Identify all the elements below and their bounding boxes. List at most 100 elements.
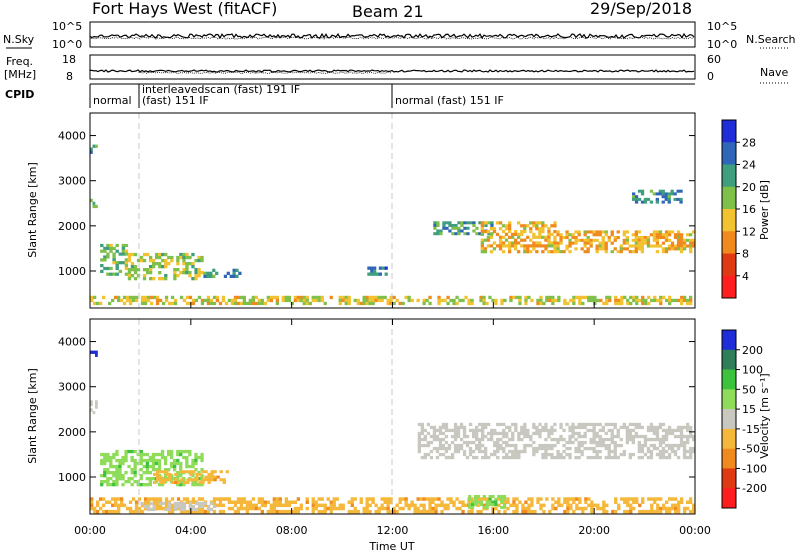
- heatmap-cell: [210, 501, 214, 506]
- heatmap-cell: [667, 425, 672, 430]
- heatmap-cell: [167, 507, 171, 512]
- noise-trace: [89, 32, 695, 40]
- heatmap-cell: [468, 422, 473, 427]
- heatmap-cell: [248, 506, 252, 511]
- heatmap-cell: [496, 431, 500, 436]
- heatmap-cell: [472, 224, 476, 227]
- heatmap-cell: [188, 452, 192, 457]
- heatmap-cell: [422, 301, 426, 306]
- heatmap-cell: [574, 446, 578, 451]
- heatmap-cell: [550, 224, 554, 228]
- heatmap-cell: [595, 434, 599, 439]
- heatmap-cell: [383, 295, 387, 300]
- heatmap-cell: [676, 189, 680, 193]
- heatmap-cell: [441, 452, 446, 457]
- heatmap-cell: [601, 440, 605, 445]
- heatmap-cell: [95, 204, 98, 209]
- heatmap-cell: [455, 295, 459, 300]
- heatmap-cell: [164, 295, 169, 300]
- heatmap-cell: [493, 449, 497, 454]
- heatmap-cell: [145, 477, 149, 481]
- heatmap-cell: [118, 471, 122, 475]
- heatmap-cell: [103, 468, 107, 472]
- heatmap-cell: [275, 298, 279, 303]
- heatmap-cell: [625, 434, 629, 439]
- heatmap-cell: [168, 472, 172, 476]
- heatmap-cell: [347, 301, 351, 306]
- heatmap-cell: [574, 431, 578, 436]
- heatmap-cell: [179, 255, 183, 260]
- cpid-segment-2: interleavedscan (fast) 191 IF: [142, 83, 300, 96]
- heatmap-cell: [191, 504, 196, 509]
- heatmap-cell: [535, 428, 539, 433]
- heatmap-cell: [173, 468, 177, 472]
- heatmap-cell: [164, 497, 169, 501]
- heatmap-cell: [475, 428, 479, 433]
- freq-right-tick-top: 60: [707, 53, 721, 66]
- heatmap-cell: [607, 428, 611, 433]
- heatmap-cell: [194, 509, 199, 514]
- heatmap-cell: [488, 497, 492, 501]
- heatmap-cell: [142, 268, 147, 272]
- heatmap-cell: [275, 497, 279, 501]
- heatmap-cell: [595, 238, 599, 242]
- heatmap-cell: [480, 230, 484, 234]
- heatmap-cell: [447, 428, 452, 433]
- heatmap-cell: [521, 506, 525, 511]
- heatmap-cell: [401, 497, 405, 501]
- heatmap-cell: [580, 422, 584, 427]
- heatmap-cell: [467, 298, 471, 303]
- heatmap-cell: [661, 241, 666, 245]
- heatmap-cell: [191, 500, 196, 504]
- heatmap-cell: [478, 449, 482, 454]
- heatmap-cell: [505, 455, 509, 460]
- heatmap-cell: [569, 506, 573, 511]
- heatmap-cell: [680, 298, 684, 303]
- heatmap-cell: [115, 264, 119, 268]
- heatmap-cell: [455, 506, 459, 511]
- heatmap-cell: [426, 452, 431, 457]
- heatmap-cell: [481, 437, 485, 442]
- heatmap-cell: [170, 295, 175, 300]
- heatmap-cell: [146, 504, 150, 509]
- heatmap-cell: [239, 503, 244, 508]
- x-tick-label: 00:00: [74, 524, 106, 537]
- heatmap-cell: [272, 295, 276, 300]
- heatmap-cell: [176, 471, 180, 475]
- heatmap-cell: [444, 440, 449, 445]
- heatmap-cell: [515, 295, 519, 300]
- heatmap-cell: [197, 477, 201, 481]
- heatmap-cell: [541, 446, 545, 451]
- heatmap-cell: [610, 250, 614, 254]
- heatmap-cell: [204, 475, 208, 479]
- heatmap-cell: [432, 428, 437, 433]
- heatmap-cell: [468, 495, 472, 498]
- heatmap-cell: [532, 235, 536, 239]
- heatmap-cell: [417, 446, 421, 451]
- heatmap-cell: [556, 233, 560, 237]
- heatmap-cell: [386, 509, 390, 514]
- heatmap-cell: [127, 277, 132, 281]
- heatmap-cell: [185, 301, 190, 306]
- heatmap-cell: [450, 434, 455, 439]
- heatmap-cell: [490, 452, 494, 457]
- heatmap-cell: [189, 472, 193, 476]
- heatmap-cell: [568, 455, 572, 460]
- heatmap-cell: [598, 434, 602, 439]
- heatmap-cell: [520, 224, 524, 228]
- heatmap-cell: [377, 298, 381, 303]
- heatmap-cell: [461, 503, 465, 508]
- heatmap-cell: [233, 298, 238, 303]
- heatmap-cell: [664, 437, 669, 442]
- heatmap-cell: [538, 235, 542, 239]
- heatmap-cell: [275, 509, 279, 514]
- heatmap-cell: [572, 497, 576, 501]
- heatmap-cell: [664, 230, 669, 234]
- heatmap-cell: [604, 241, 608, 245]
- heatmap-cell: [151, 468, 156, 472]
- heatmap-cell: [520, 238, 524, 242]
- heatmap-cell: [524, 298, 528, 303]
- colorbar-tick-label: 15: [742, 403, 756, 416]
- heatmap-cell: [511, 437, 515, 442]
- heatmap-cell: [438, 425, 443, 430]
